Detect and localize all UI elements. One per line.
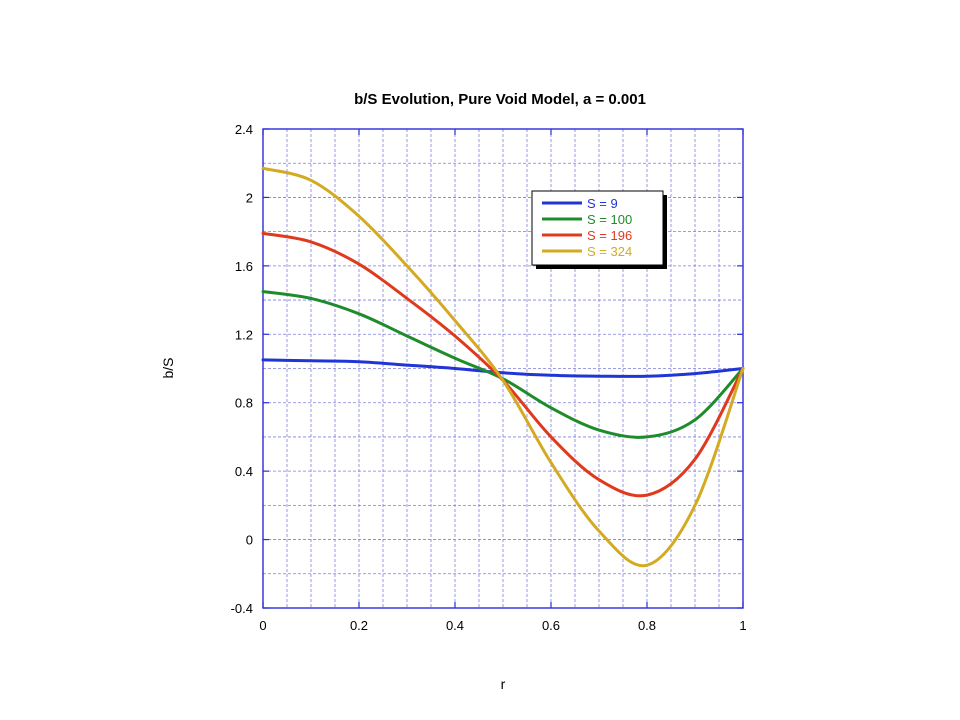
y-tick-label: 2.4: [235, 122, 253, 137]
y-tick-label: 0: [246, 533, 253, 548]
x-tick-label: 1: [739, 618, 746, 633]
x-axis-label: r: [501, 676, 506, 692]
legend-label: S = 324: [587, 244, 632, 259]
y-axis-label: b/S: [160, 357, 176, 378]
legend-label: S = 196: [587, 228, 632, 243]
y-tick-label: 0.8: [235, 396, 253, 411]
axis-ticks: 0 0.2 0.4 0.6 0.8 1 -0.4 0 0.4 0.8 1.2 1.6 2 2.4: [231, 122, 747, 633]
x-tick-label: 0.2: [350, 618, 368, 633]
chart-title: b/S Evolution, Pure Void Model, a = 0.00…: [354, 91, 646, 108]
y-tick-label: 1.6: [235, 259, 253, 274]
y-tick-label: 1.2: [235, 327, 253, 342]
x-tick-label: 0.4: [446, 618, 464, 633]
x-tick-label: 0.6: [542, 618, 560, 633]
y-tick-label: 0.4: [235, 464, 253, 479]
x-tick-label: 0.8: [638, 618, 656, 633]
legend-label: S = 9: [587, 196, 618, 211]
series-line-s-9: [261, 358, 745, 378]
x-tick-label: 0: [259, 618, 266, 633]
y-tick-label: 2: [246, 190, 253, 205]
grid: [263, 129, 743, 608]
series-line-s-324: [261, 166, 745, 568]
y-tick-label: -0.4: [231, 601, 253, 616]
series-lines: [261, 166, 745, 568]
legend-label: S = 100: [587, 212, 632, 227]
